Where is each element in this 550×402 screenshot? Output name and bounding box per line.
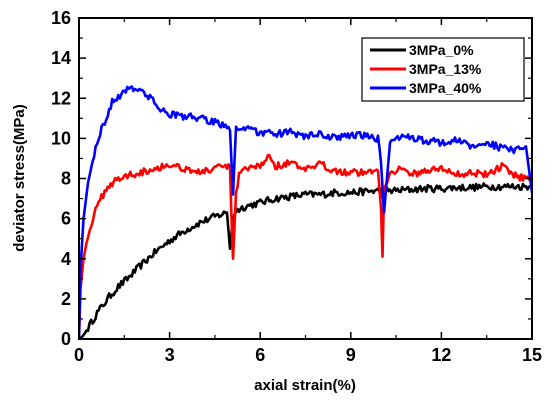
series-layer	[79, 85, 532, 339]
y-tick-label: 2	[61, 289, 71, 309]
legend-label: 3MPa_13%	[409, 61, 482, 77]
x-tick-label: 12	[431, 345, 451, 365]
y-tick-label: 8	[61, 169, 71, 189]
legend: 3MPa_0% 3MPa_13% 3MPa_40%	[361, 37, 525, 102]
x-tick-label: 3	[165, 345, 175, 365]
legend-label: 3MPa_0%	[409, 42, 474, 58]
x-tick-label: 9	[346, 345, 356, 365]
y-tick-label: 16	[51, 8, 71, 28]
y-tick-label: 4	[61, 249, 71, 269]
x-axis-title: axial strain(%)	[254, 377, 356, 394]
axis-layer: 0 3 6 9 12 15 0 2 4 6 8 10 12 14 16	[51, 8, 542, 365]
y-tick-label: 10	[51, 128, 71, 148]
x-tick-label: 0	[74, 345, 84, 365]
series-line-3	[79, 85, 532, 339]
series-line-2	[79, 153, 532, 339]
legend-label: 3MPa_40%	[409, 80, 482, 96]
y-tick-label: 14	[51, 48, 71, 68]
y-tick-label: 0	[61, 329, 71, 349]
x-tick-label: 6	[255, 345, 265, 365]
x-tick-label: 15	[522, 345, 542, 365]
y-tick-label: 6	[61, 209, 71, 229]
series-line-1	[79, 182, 532, 339]
y-axis-title: deviator stress(MPa)	[11, 104, 28, 252]
y-tick-label: 12	[51, 88, 71, 108]
